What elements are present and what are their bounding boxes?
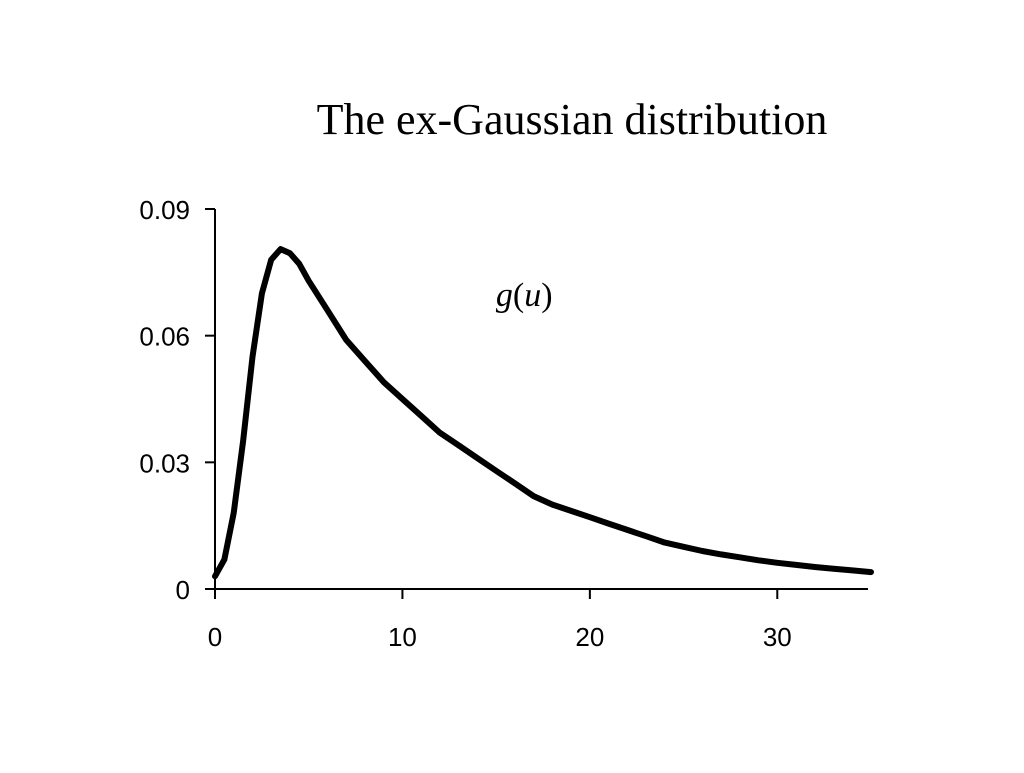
- series-layer: [212, 246, 874, 580]
- x-tick-label: 20: [575, 622, 604, 652]
- y-tick-label: 0.09: [139, 195, 190, 225]
- density-curve: [212, 246, 874, 580]
- x-ticks: 0 10 20 30: [208, 589, 792, 652]
- curve-label: g(u): [496, 277, 553, 314]
- x-tick-label: 10: [388, 622, 417, 652]
- y-tick-label: 0: [176, 575, 190, 605]
- curve-label-func: g: [496, 277, 513, 314]
- y-tick-label: 0.03: [139, 448, 190, 478]
- chart-title: The ex-Gaussian distribution: [316, 95, 828, 144]
- curve-label-paren-open: (: [513, 277, 524, 314]
- x-tick-label: 30: [763, 622, 792, 652]
- x-tick-label: 0: [208, 622, 222, 652]
- curve-label-paren-close: ): [541, 277, 552, 314]
- y-ticks: 0 0.03 0.06 0.09: [139, 195, 215, 605]
- y-tick-label: 0.06: [139, 322, 190, 352]
- curve-label-var: u: [524, 277, 541, 314]
